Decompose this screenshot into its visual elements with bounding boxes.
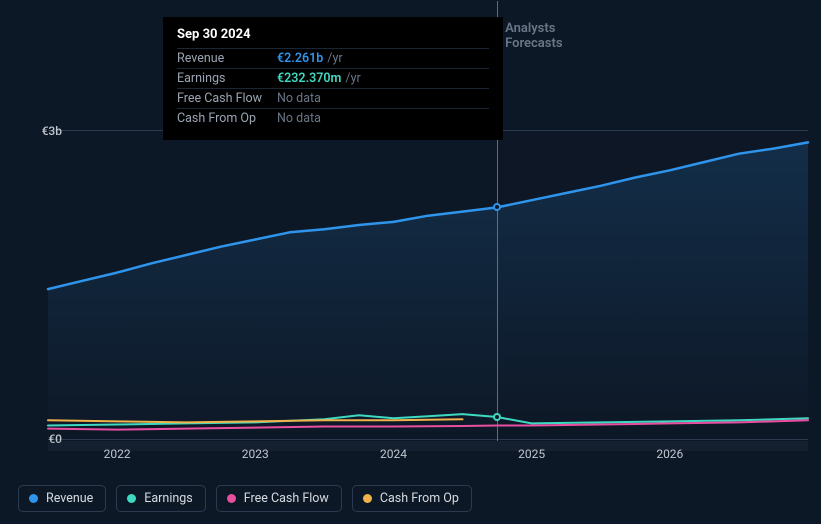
marker-revenue: [493, 203, 501, 211]
legend-label: Revenue: [46, 491, 93, 506]
tooltip-row-value: No data: [277, 111, 321, 126]
tooltip-row-value: No data: [277, 91, 321, 106]
tooltip-row-label: Revenue: [177, 51, 277, 66]
tooltip-row-unit: /yr: [345, 71, 360, 86]
earnings-revenue-chart: €3b €0 Past Analysts Forecasts 202220232…: [18, 0, 821, 524]
plot-svg: [48, 131, 808, 441]
legend-label: Earnings: [144, 491, 192, 506]
tooltip-row: Revenue€2.261b /yr: [177, 48, 489, 68]
x-tick: 2026: [656, 447, 683, 461]
tooltip-row-label: Earnings: [177, 71, 277, 86]
x-tick: 2022: [104, 447, 131, 461]
tooltip-row-label: Cash From Op: [177, 111, 277, 126]
tooltip-row-label: Free Cash Flow: [177, 91, 277, 106]
plot-area[interactable]: €3b €0 Past Analysts Forecasts 202220232…: [48, 130, 808, 440]
legend-swatch: [363, 494, 372, 503]
tooltip-row: Earnings€232.370m /yr: [177, 68, 489, 88]
legend: Revenue Earnings Free Cash Flow Cash From O…: [18, 485, 472, 512]
legend-swatch: [227, 494, 236, 503]
x-axis-baseline-pad: [48, 441, 808, 451]
tooltip-row: Cash From OpNo data: [177, 108, 489, 128]
legend-swatch: [29, 494, 38, 503]
legend-label: Free Cash Flow: [244, 491, 329, 506]
legend-item-fcf[interactable]: Free Cash Flow: [216, 485, 342, 512]
marker-earnings: [493, 413, 501, 421]
hover-tooltip: Sep 30 2024 Revenue€2.261b /yrEarnings€2…: [163, 17, 503, 140]
x-tick: 2024: [380, 447, 407, 461]
legend-label: Cash From Op: [380, 491, 459, 506]
legend-item-revenue[interactable]: Revenue: [18, 485, 106, 512]
legend-item-earnings[interactable]: Earnings: [116, 485, 205, 512]
legend-swatch: [127, 494, 136, 503]
tooltip-row-value: €2.261b: [277, 51, 323, 66]
tooltip-row-unit: /yr: [327, 51, 342, 66]
tooltip-row-value: €232.370m: [277, 71, 341, 86]
forecast-label: Analysts Forecasts: [505, 21, 562, 51]
x-tick: 2025: [518, 447, 545, 461]
tooltip-date: Sep 30 2024: [177, 27, 489, 42]
x-tick: 2023: [242, 447, 269, 461]
legend-item-cfo[interactable]: Cash From Op: [352, 485, 472, 512]
tooltip-row: Free Cash FlowNo data: [177, 88, 489, 108]
